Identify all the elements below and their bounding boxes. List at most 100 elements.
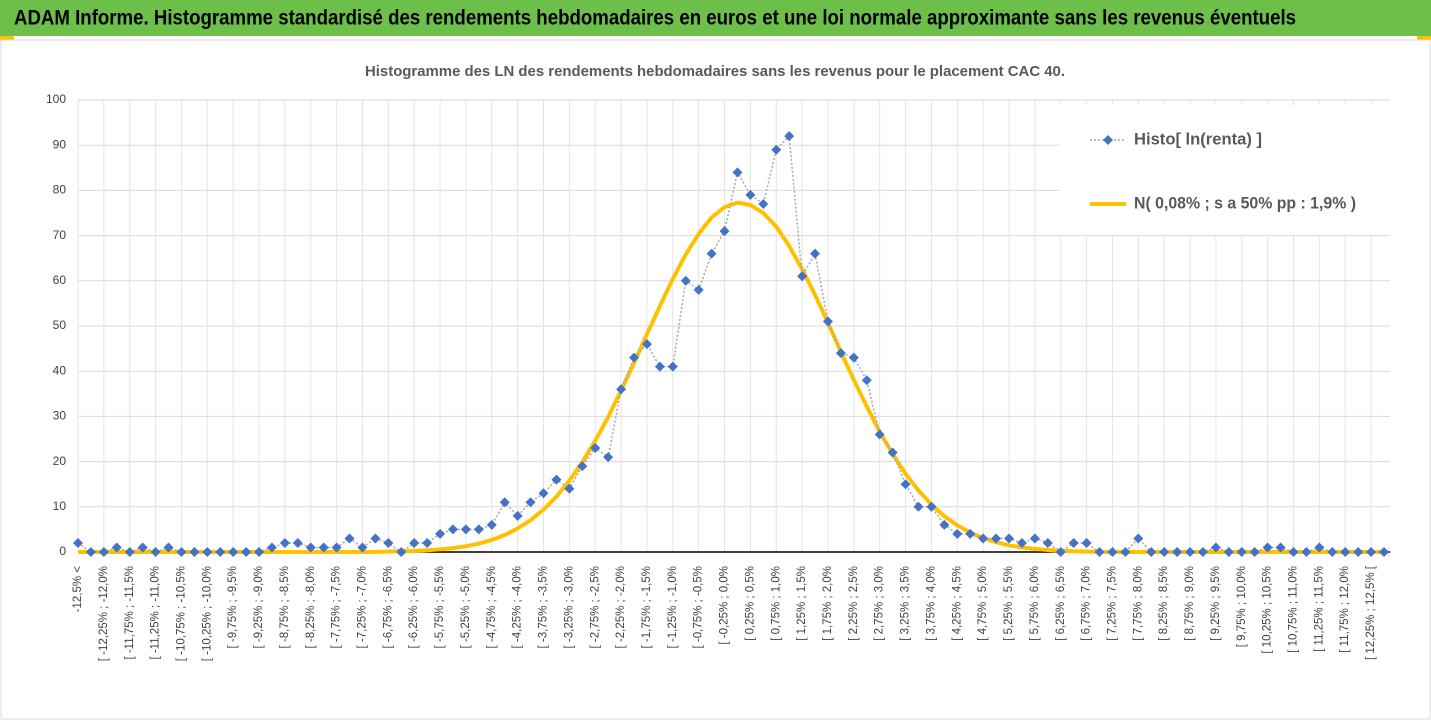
diamond-marker [189,547,200,557]
diamond-marker [641,339,652,350]
diamond-marker [383,537,394,548]
x-tick-label: [ -8,75% ; -8,5% [279,566,291,648]
diamond-marker [460,524,471,535]
diamond-marker [176,547,187,557]
diamond-marker [1094,547,1105,557]
y-tick-label: 60 [53,273,67,287]
x-tick-label: [ 7,25% ; 7,5% [1106,566,1118,641]
x-tick-label: [ -10,75% ; -10,5% [175,566,187,661]
diamond-marker [1185,547,1196,557]
x-tick-label: [ 1,25% ; 1,5% [796,566,808,641]
diamond-marker [1262,542,1273,553]
diamond-marker [822,316,833,327]
page-title: ADAM Informe. Histogramme standardisé de… [14,7,1296,30]
x-tick-label: [ -12,25% ; -12,0% [98,566,110,661]
diamond-marker [913,501,924,512]
diamond-marker [797,271,808,282]
diamond-marker [473,524,484,535]
diamond-marker [279,537,290,548]
x-tick-label: [ 6,25% ; 6,5% [1055,566,1067,641]
diamond-marker [667,361,678,372]
diamond-marker [422,537,433,548]
diamond-marker [1236,547,1247,557]
diamond-marker [305,542,316,553]
diamond-marker [163,542,174,553]
diamond-marker [1081,537,1092,548]
diamond-marker [616,384,627,395]
x-tick-label: [ 0,75% ; 1,0% [770,566,782,641]
diamond-marker [1288,547,1299,557]
diamond-marker [1223,547,1234,557]
x-tick-label: [ 12,25% ; 12,5% [ [1365,565,1377,660]
diamond-marker [551,474,562,485]
x-tick-label: [ -5,25% ; -5,0% [460,566,472,648]
x-tick-label: [ -2,25% ; -2,0% [615,566,627,648]
x-tick-label: [ -4,25% ; -4,0% [512,566,524,648]
x-tick-label: [ 8,25% ; 8,5% [1158,566,1170,641]
diamond-marker [1353,547,1364,557]
x-tick-label: [ 3,75% ; 4,0% [925,566,937,641]
diamond-marker [577,461,588,472]
diamond-marker [292,537,303,548]
diamond-marker [1120,547,1131,557]
x-tick-label: [ 10,75% ; 11,0% [1288,566,1300,653]
x-tick-label: [ 5,75% ; 6,0% [1029,566,1041,641]
x-tick-label: [ -9,25% ; -9,0% [253,566,265,648]
diamond-marker [771,144,782,155]
corner-mark [0,36,14,40]
diamond-marker [745,189,756,200]
diamond-marker [848,352,859,363]
diamond-marker [719,226,730,237]
corner-mark [1417,36,1431,40]
x-tick-label: [ 9,75% ; 10,0% [1236,566,1248,647]
diamond-marker [991,533,1002,544]
diamond-marker [396,547,407,557]
diamond-marker [512,510,523,521]
diamond-marker [1327,547,1338,557]
x-tick-label: [ -1,75% ; -1,5% [641,566,653,648]
x-tick-label: [ -6,75% ; -6,5% [382,566,394,648]
diamond-marker [447,524,458,535]
x-tick-label: [ -10,25% ; -10,0% [201,566,213,661]
diamond-marker [1314,542,1325,553]
x-tick-label: [ 2,75% ; 3,0% [874,566,886,641]
x-tick-label: [ -8,25% ; -8,0% [305,566,317,648]
diamond-marker [887,447,898,458]
diamond-marker [1275,542,1286,553]
x-tick-label: [ 9,25% ; 9,5% [1210,566,1222,641]
legend-marker [1103,135,1113,145]
diamond-marker [1068,537,1079,548]
diamond-marker [654,361,665,372]
title-banner [0,0,1431,36]
diamond-marker [111,542,122,553]
diamond-marker [835,348,846,359]
chart-subtitle: Histogramme des LN des rendements hebdom… [365,63,1065,80]
x-tick-label: [ -6,25% ; -6,0% [408,566,420,648]
diamond-marker [978,533,989,544]
diamond-marker [370,533,381,544]
diamond-marker [1055,547,1066,557]
diamond-marker [409,537,420,548]
y-tick-label: 20 [53,454,67,468]
diamond-marker [1146,547,1157,557]
diamond-marker [874,429,885,440]
diamond-marker [228,547,239,557]
diamond-marker [357,542,368,553]
x-tick-label: [ -1,25% ; -1,0% [667,566,679,648]
diamond-marker [150,547,161,557]
diamond-marker [1107,547,1118,557]
diamond-marker [538,488,549,499]
y-tick-label: 40 [53,363,67,377]
diamond-marker [1004,533,1015,544]
diamond-marker [900,479,911,490]
x-tick-label: [ 6,75% ; 7,0% [1081,566,1093,641]
x-tick-label: [ -11,25% ; -11,0% [150,566,162,660]
diamond-marker [1042,537,1053,548]
x-tick-label: [ 11,75% ; 12,0% [1339,566,1351,653]
x-tick-label: [ -3,25% ; -3,0% [563,566,575,648]
diamond-marker [266,542,277,553]
x-tick-label: [ 4,25% ; 4,5% [951,566,963,641]
x-tick-label: [ -7,25% ; -7,0% [357,566,369,648]
diamond-marker [1133,533,1144,544]
